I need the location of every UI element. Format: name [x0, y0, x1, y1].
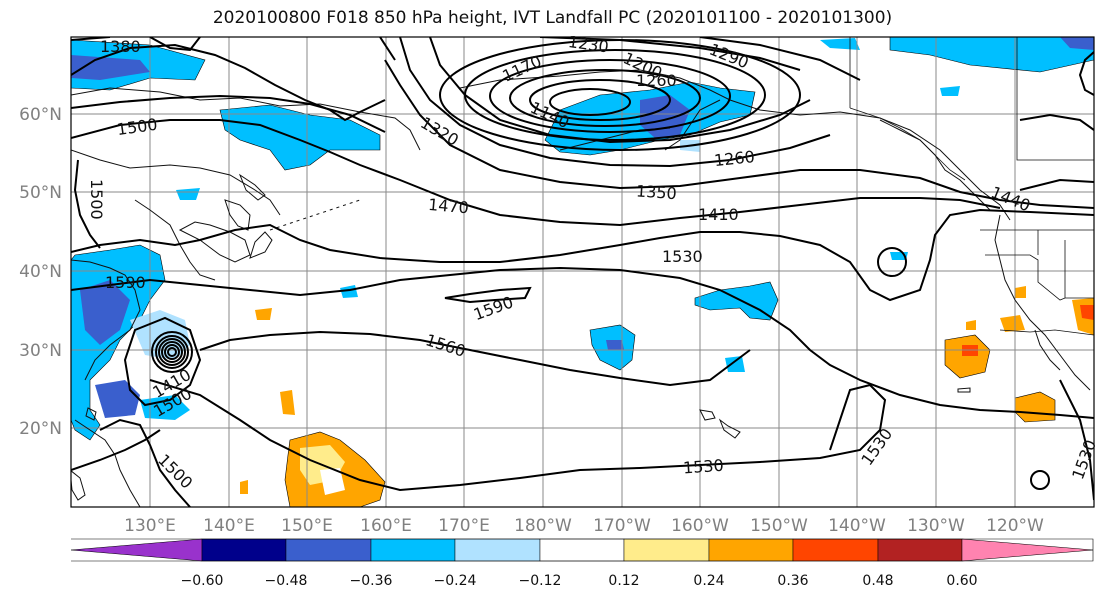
- lon-label: 120°W: [986, 516, 1044, 536]
- colorbar-tick: 0.36: [777, 573, 808, 589]
- lon-label: 180°W: [514, 516, 572, 536]
- contour-label: 1500: [87, 179, 106, 220]
- lon-label: 130°E: [124, 516, 176, 536]
- colorbar-cell: [623, 538, 710, 562]
- map-title: 2020100800 F018 850 hPa height, IVT Land…: [212, 8, 893, 28]
- contour-label: 1530: [682, 456, 724, 478]
- lat-label: 30°N: [19, 341, 62, 361]
- colorbar-cell: [70, 538, 203, 562]
- lon-label: 140°E: [203, 516, 255, 536]
- contour-label: 1260: [636, 71, 677, 90]
- colorbar-tick: 0.60: [946, 573, 977, 589]
- political-borders: [849, 37, 1094, 336]
- contour-label: 1260: [713, 147, 755, 170]
- colorbar-cell: [454, 538, 541, 562]
- colorbar-cell: [285, 538, 372, 562]
- lat-label: 60°N: [19, 105, 62, 125]
- colorbar-cell: [961, 538, 1094, 562]
- colorbar-ticks: −0.60 −0.48 −0.36 −0.24 −0.12 0.12 0.24 …: [181, 573, 978, 589]
- colorbar-tick: 0.48: [862, 573, 893, 589]
- colorbar-tick: 0.24: [693, 573, 724, 589]
- lon-label: 140°W: [828, 516, 886, 536]
- colorbar-cell: [877, 538, 963, 562]
- lon-label: 170°W: [593, 516, 651, 536]
- lon-label: 150°E: [281, 516, 333, 536]
- lat-label: 40°N: [19, 262, 62, 282]
- colorbar-cell: [201, 538, 287, 562]
- colorbar-tick: 0.12: [608, 573, 639, 589]
- lat-label: 20°N: [19, 419, 62, 439]
- colorbar-cell: [708, 538, 794, 562]
- contour-label: 1350: [635, 181, 677, 203]
- colorbar: −0.60 −0.48 −0.36 −0.24 −0.12 0.12 0.24 …: [70, 538, 1094, 589]
- lon-label: 160°W: [671, 516, 729, 536]
- colorbar-cell: [792, 538, 879, 562]
- contour-label: 1530: [662, 247, 703, 266]
- longitude-labels: 130°E 140°E 150°E 160°E 170°E 180°W 170°…: [124, 516, 1044, 536]
- lon-label: 130°W: [907, 516, 965, 536]
- contour-label: 1470: [427, 195, 469, 217]
- colorbar-tick: −0.48: [265, 573, 308, 589]
- colorbar-tick: −0.24: [434, 573, 477, 589]
- lat-label: 50°N: [19, 183, 62, 203]
- lon-label: 150°W: [750, 516, 808, 536]
- lon-label: 170°E: [438, 516, 490, 536]
- colorbar-tick: −0.12: [519, 573, 562, 589]
- contour-label: 1410: [698, 205, 739, 224]
- colorbar-tick: −0.36: [350, 573, 393, 589]
- height-contours: [71, 37, 1094, 507]
- lon-label: 160°E: [360, 516, 412, 536]
- colorbar-cell: [539, 538, 625, 562]
- map-panel: [71, 37, 1094, 507]
- colorbar-cell: [370, 538, 456, 562]
- contour-label: 1380: [100, 37, 141, 56]
- colorbar-tick: −0.60: [181, 573, 224, 589]
- contour-label: 1590: [105, 273, 146, 292]
- latitude-labels: 60°N 50°N 40°N 30°N 20°N: [19, 105, 62, 439]
